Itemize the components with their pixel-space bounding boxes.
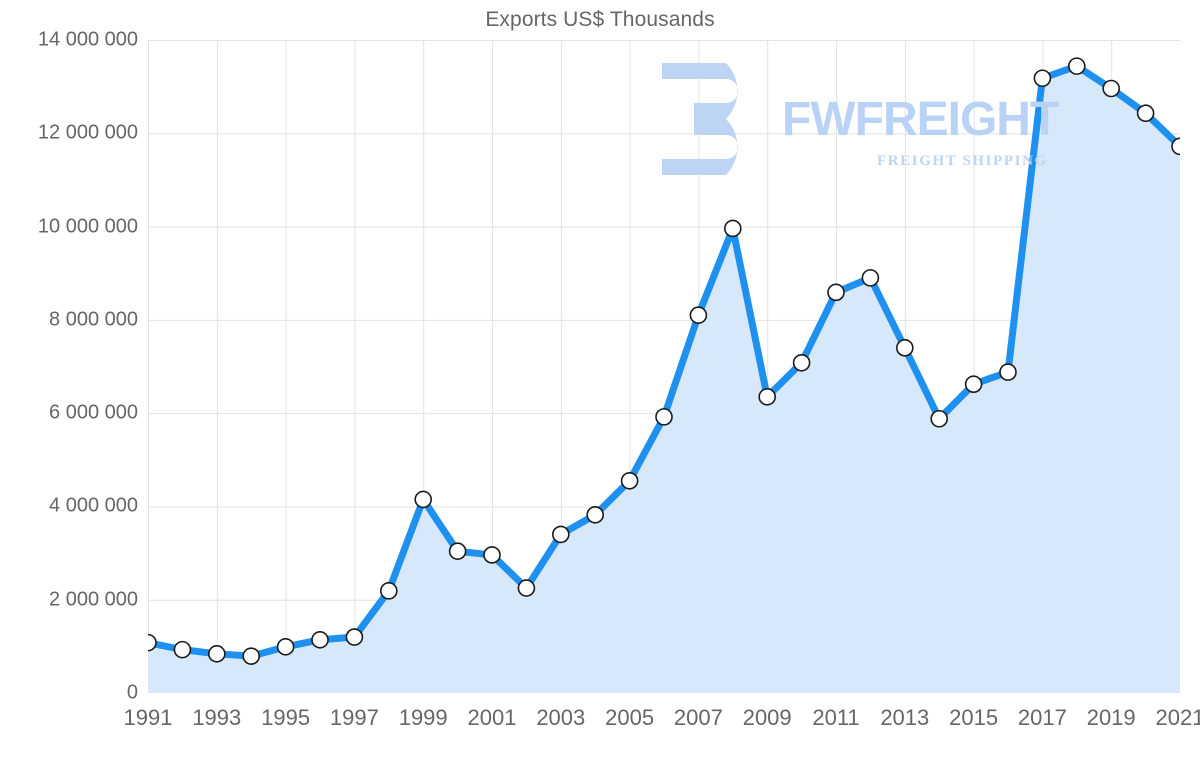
x-axis-tick-label: 2003: [536, 705, 586, 730]
x-axis-tick-label: 1991: [123, 705, 173, 730]
x-axis-tick-label: 2001: [467, 705, 517, 730]
data-point-marker[interactable]: [964, 375, 983, 394]
x-axis-tick-label: 1997: [329, 705, 379, 730]
data-point-marker[interactable]: [517, 579, 536, 597]
x-axis-tick-label: 1993: [192, 705, 242, 730]
data-point-marker[interactable]: [758, 388, 777, 406]
data-point-marker[interactable]: [999, 363, 1017, 381]
y-axis-tick-label: 4 000 000: [49, 494, 138, 517]
data-point-marker[interactable]: [148, 633, 157, 652]
y-axis-tick-label: 6 000 000: [49, 401, 138, 424]
data-point-marker[interactable]: [448, 542, 467, 561]
data-point-marker[interactable]: [1136, 104, 1155, 123]
data-point-marker[interactable]: [551, 525, 570, 544]
data-point-marker[interactable]: [1033, 69, 1052, 88]
data-point-marker[interactable]: [345, 628, 364, 646]
x-axis-tick-label: 2013: [880, 705, 930, 730]
data-point-marker[interactable]: [586, 506, 605, 524]
chart-title: Exports US$ Thousands: [485, 8, 715, 31]
data-point-marker[interactable]: [1067, 57, 1086, 75]
y-axis-tick-label: 10 000 000: [37, 215, 138, 238]
y-axis-tick-label: 0: [126, 681, 138, 704]
x-axis-tick-label: 2011: [812, 705, 860, 730]
data-point-marker[interactable]: [689, 306, 708, 324]
data-point-marker[interactable]: [208, 645, 226, 663]
data-point-marker[interactable]: [276, 638, 295, 656]
y-axis-tick-label: 2 000 000: [49, 588, 138, 611]
data-point-marker[interactable]: [414, 490, 433, 509]
data-markers: [148, 57, 1180, 665]
y-axis: 0 2 000 000 4 000 000 6 000 000 8 000 000 10 …: [0, 0, 138, 763]
data-point-marker[interactable]: [311, 631, 329, 649]
area-fill: [148, 66, 1180, 693]
x-axis-tick-label: 2021: [1155, 705, 1200, 730]
y-axis-tick-label: 14 000 000: [37, 28, 138, 51]
data-point-marker[interactable]: [1102, 79, 1121, 98]
data-point-marker[interactable]: [242, 647, 260, 665]
x-axis-tick-label: 1995: [261, 705, 311, 730]
data-point-marker[interactable]: [173, 640, 192, 659]
x-axis-tick-label: 2009: [742, 705, 792, 730]
data-point-marker[interactable]: [655, 408, 673, 426]
data-point-marker[interactable]: [483, 546, 501, 564]
x-axis-tick-label: 2019: [1086, 705, 1136, 730]
data-point-marker[interactable]: [792, 353, 811, 372]
x-axis-tick-label: 2017: [1017, 705, 1067, 730]
data-point-marker[interactable]: [1171, 137, 1180, 156]
data-point-marker[interactable]: [723, 219, 742, 238]
data-point-marker[interactable]: [827, 283, 845, 302]
data-point-marker[interactable]: [895, 339, 914, 357]
x-axis-tick-label: 2007: [673, 705, 723, 730]
y-axis-tick-label: 8 000 000: [49, 308, 138, 331]
x-axis-tick-label: 2005: [605, 705, 655, 730]
y-axis-tick-label: 12 000 000: [37, 121, 138, 144]
data-point-marker[interactable]: [861, 269, 880, 287]
data-point-marker[interactable]: [620, 471, 639, 490]
data-point-marker[interactable]: [380, 582, 398, 600]
data-point-marker[interactable]: [930, 409, 949, 428]
x-axis-tick-label: 2015: [949, 705, 999, 730]
x-axis-tick-label: 1999: [398, 705, 448, 730]
